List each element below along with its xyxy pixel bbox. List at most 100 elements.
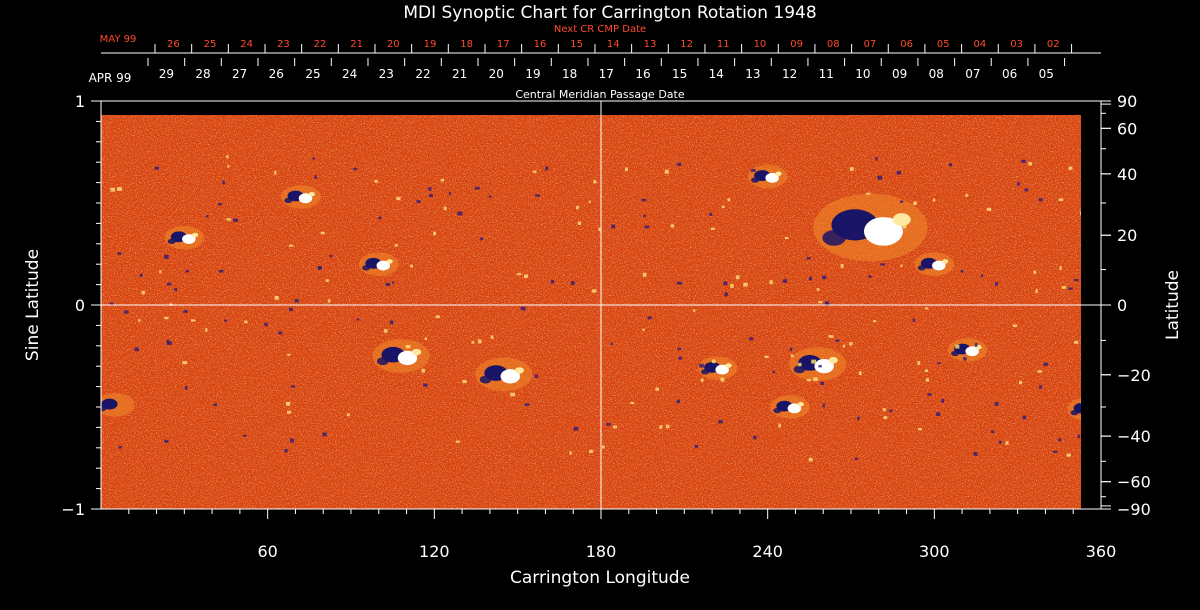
network-flux-speck (790, 347, 793, 352)
network-flux-speck (769, 280, 773, 285)
network-flux-speck (924, 369, 929, 372)
network-flux-speck (994, 402, 999, 406)
network-flux-speck (384, 329, 388, 333)
next-cr-date-label: 12 (680, 39, 693, 50)
network-flux-speck (1089, 293, 1092, 296)
active-region (101, 393, 135, 417)
x-tick-label: 180 (586, 542, 617, 561)
network-flux-speck (517, 273, 522, 276)
cmp-date-label: 10 (855, 67, 870, 81)
network-flux-speck (960, 270, 964, 273)
network-flux-speck (117, 252, 122, 255)
network-flux-speck (630, 401, 635, 405)
network-flux-speck (490, 335, 494, 339)
network-flux-speck (868, 275, 872, 278)
cmp-date-label: 26 (269, 67, 284, 81)
network-flux-speck (883, 416, 888, 420)
network-flux-speck (396, 196, 401, 201)
network-flux-speck (730, 283, 734, 288)
network-flux-speck (753, 435, 757, 440)
negative-polarity-spot (101, 398, 118, 410)
cmp-date-label: 11 (819, 67, 834, 81)
network-flux-speck (591, 289, 597, 293)
network-flux-speck (655, 387, 660, 391)
y-right-tick-label: −40 (1117, 427, 1151, 446)
active-regions (101, 155, 1099, 462)
network-flux-speck (1080, 401, 1081, 404)
network-flux-speck (610, 342, 613, 346)
negative-polarity-spot (479, 375, 492, 384)
positive-polarity-spot (814, 358, 834, 374)
positive-polarity-spot (1085, 405, 1099, 415)
network-flux-speck (1017, 182, 1020, 186)
network-flux-speck (421, 368, 425, 373)
network-flux-speck (749, 337, 754, 341)
network-flux-speck (875, 156, 878, 161)
network-flux-speck (980, 274, 984, 278)
x-tick-label: 360 (1086, 542, 1117, 561)
network-flux-speck (312, 157, 315, 160)
positive-polarity-spot (514, 367, 524, 374)
network-flux-speck (448, 192, 451, 196)
negative-polarity-spot (951, 350, 960, 357)
network-flux-speck (1095, 162, 1099, 166)
network-flux-speck (410, 264, 413, 268)
network-flux-speck (416, 200, 421, 203)
network-flux-speck (532, 170, 537, 173)
network-flux-speck (325, 279, 329, 282)
positive-polarity-spot (941, 259, 949, 264)
network-flux-speck (405, 345, 411, 349)
positive-polarity-spot (191, 232, 199, 238)
cmp-date-label: 13 (745, 67, 760, 81)
next-cr-axis-label: Next CR CMP Date (554, 24, 646, 35)
network-flux-speck (394, 244, 398, 247)
positive-polarity-spot (412, 348, 422, 356)
network-flux-speck (573, 427, 579, 431)
network-flux-speck (1022, 415, 1027, 420)
y-axis-left-label: Sine Latitude (23, 249, 43, 361)
network-flux-speck (164, 254, 169, 259)
network-flux-speck (816, 288, 820, 291)
cmp-date-label: 18 (562, 67, 577, 81)
network-flux-speck (154, 166, 160, 170)
negative-polarity-spot (751, 177, 760, 183)
cmp-date-label: 14 (709, 67, 724, 81)
network-flux-speck (123, 310, 129, 314)
positive-polarity-spot (775, 171, 782, 177)
network-flux-speck (110, 187, 115, 192)
network-flux-speck (191, 319, 196, 322)
network-flux-speck (941, 398, 945, 403)
network-flux-speck (1052, 450, 1058, 453)
next-cr-date-label: 19 (424, 39, 437, 50)
negative-polarity-spot (917, 265, 926, 271)
cmp-date-label: 20 (489, 67, 504, 81)
network-flux-speck (274, 170, 277, 175)
network-flux-speck (948, 163, 952, 167)
network-flux-speck (1035, 289, 1038, 294)
network-flux-speck (588, 200, 591, 203)
network-flux-speck (424, 337, 427, 340)
network-flux-speck (822, 403, 825, 408)
network-flux-speck (735, 275, 740, 280)
network-flux-speck (857, 416, 860, 421)
network-flux-speck (535, 194, 541, 197)
network-flux-speck (718, 419, 723, 424)
network-flux-speck (524, 403, 530, 406)
positive-polarity-spot (787, 403, 802, 414)
next-cr-date-label: 08 (827, 39, 840, 50)
active-region (372, 339, 430, 373)
network-flux-speck (1059, 266, 1062, 270)
cmp-date-label: 09 (892, 67, 907, 81)
positive-polarity-spot (386, 259, 393, 264)
network-flux-speck (392, 281, 395, 284)
network-flux-speck (534, 374, 538, 378)
y-left-tick-label: 1 (75, 92, 85, 111)
y-right-tick-label: 0 (1117, 296, 1127, 315)
network-flux-speck (166, 339, 170, 344)
network-flux-speck (937, 362, 941, 365)
network-flux-speck (288, 244, 294, 247)
network-flux-speck (641, 198, 647, 202)
network-flux-speck (694, 445, 699, 448)
network-flux-speck (606, 423, 611, 426)
active-region (697, 356, 738, 380)
